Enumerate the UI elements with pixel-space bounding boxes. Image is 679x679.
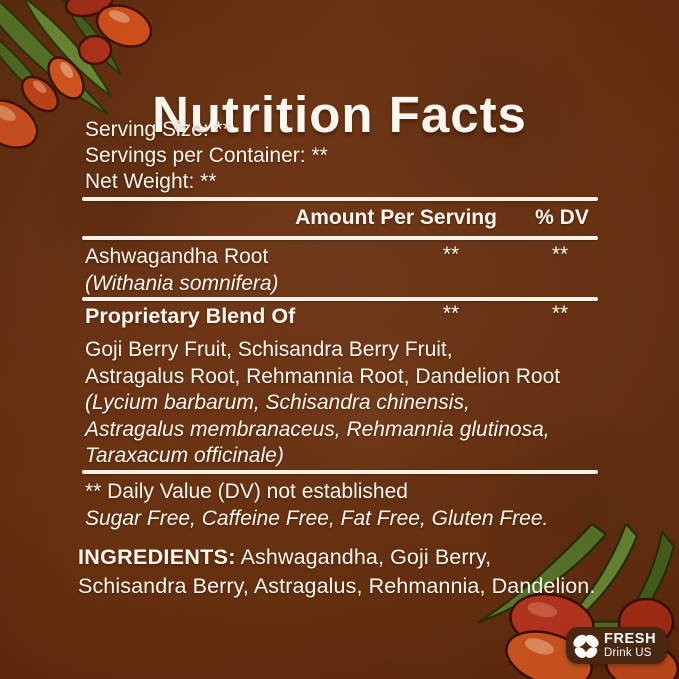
- page-title: Nutrition Facts: [152, 86, 527, 144]
- ingredients-label: INGREDIENTS:: [78, 545, 236, 569]
- divider-row1: [82, 297, 598, 301]
- table-row-ashwagandha: Ashwagandha Root (Withania somnifera): [85, 243, 279, 297]
- brand-logo: FRESH Drink US: [566, 627, 667, 664]
- divider-header: [82, 236, 598, 240]
- blend-components-line: Astragalus Root, Rehmannia Root, Dandeli…: [85, 364, 561, 388]
- four-petal-flower-icon: [573, 634, 599, 658]
- ingredients-line-1: INGREDIENTS: Ashwagandha, Goji Berry,: [78, 543, 595, 572]
- servings-per-container: Servings per Container: **: [85, 144, 328, 167]
- divider-top: [82, 197, 598, 201]
- ingredient-name: Ashwagandha Root: [85, 245, 269, 268]
- blend-components-line: Goji Berry Fruit, Schisandra Berry Fruit…: [85, 338, 453, 361]
- column-header-amount-per-serving: Amount Per Serving: [295, 206, 497, 229]
- divider-row2: [82, 470, 598, 474]
- ingredient-latin-name: (Withania somnifera): [85, 272, 279, 295]
- ingredients-section: INGREDIENTS: Ashwagandha, Goji Berry, Sc…: [78, 543, 595, 600]
- daily-value-note: ** Daily Value (DV) not established: [85, 480, 408, 503]
- brand-name: FRESH: [604, 631, 657, 647]
- free-claims: Sugar Free, Caffeine Free, Fat Free, Glu…: [85, 506, 549, 530]
- ingredients-text-1: Ashwagandha, Goji Berry,: [235, 545, 492, 569]
- ingredients-line-2: Schisandra Berry, Astragalus, Rehmannia,…: [78, 573, 596, 598]
- serving-info: Serving Size: ** Servings per Container:…: [85, 117, 328, 195]
- row1-amount-value: **: [442, 243, 460, 266]
- blend-latin-line: (Lycium barbarum, Schisandra chinensis,: [85, 391, 470, 414]
- serving-size: Serving Size: **: [85, 118, 231, 141]
- row2-amount-value: **: [442, 302, 460, 325]
- goji-berry-illustration-bottom-right: [478, 524, 679, 679]
- proprietary-blend-components: Goji Berry Fruit, Schisandra Berry Fruit…: [85, 337, 560, 470]
- brand-subtitle: Drink US: [604, 647, 652, 659]
- goji-berry-illustration-top-left: [0, 0, 153, 149]
- blend-latin-line: Astragalus membranaceus, Rehmannia gluti…: [85, 417, 550, 441]
- footnotes: ** Daily Value (DV) not established Suga…: [85, 479, 548, 532]
- column-header-percent-dv: % DV: [535, 206, 589, 229]
- row1-dv-value: **: [551, 243, 569, 266]
- brand-logo-text: FRESH Drink US: [604, 631, 657, 660]
- blend-latin-line: Taraxacum officinale): [85, 444, 284, 467]
- net-weight: Net Weight: **: [85, 170, 217, 193]
- proprietary-blend-title: Proprietary Blend Of: [85, 304, 296, 328]
- row2-dv-value: **: [551, 302, 569, 325]
